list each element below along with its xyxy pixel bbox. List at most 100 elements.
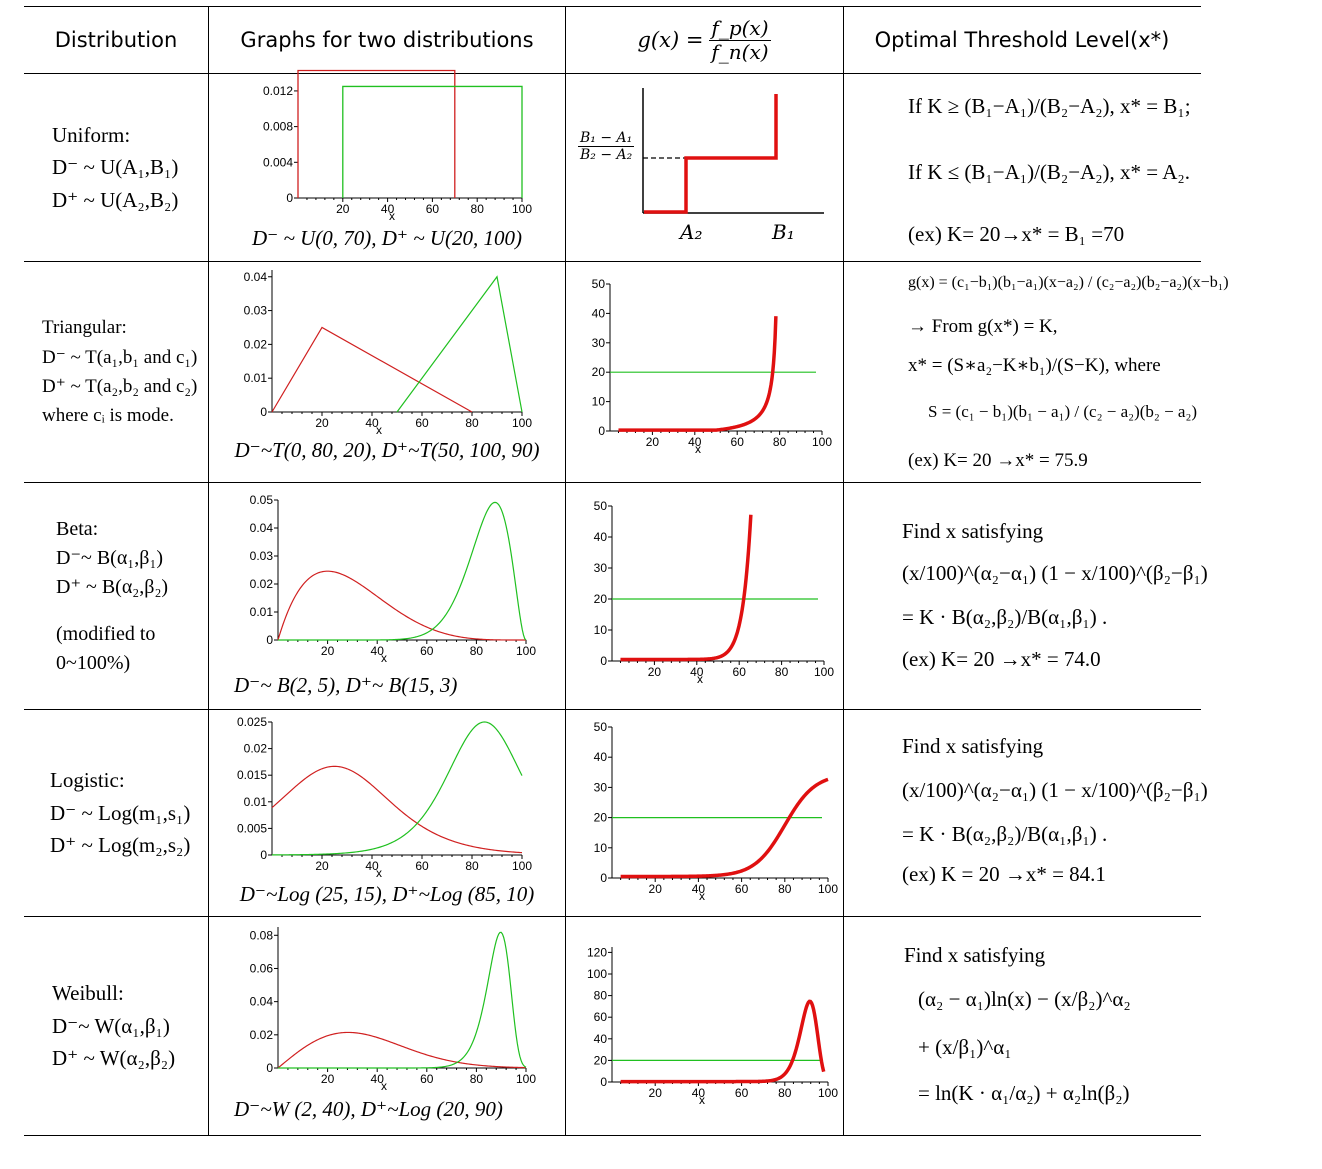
header-graphs-text: Graphs for two distributions — [240, 28, 534, 52]
row4-graph-cell: 20 40 60 80 100 0 0.005 0.01 0.015 0.02 0.025 x D⁻~… — [210, 710, 564, 916]
row5-g-cell: 20 40 60 80 100 0 20 40 60 80 100 120 x — [566, 917, 842, 1135]
y-tick-label: 100 — [587, 967, 607, 981]
x-tick-label: 100 — [818, 1086, 838, 1100]
header-threshold-text: Optimal Threshold Level(x*) — [874, 28, 1170, 52]
dist-positive: D⁺ ~ B(α₂,β₂) — [56, 575, 169, 598]
positive-dist-line — [278, 501, 527, 641]
table-top-border — [24, 6, 1201, 7]
row5-graph-cell: 20 40 60 80 100 0 0.02 0.04 0.06 0.08 x D⁻~W (2, 4… — [210, 917, 564, 1135]
g-ylabel-num: B₁ − A₁ — [578, 130, 635, 148]
y-tick-label: 50 — [592, 277, 606, 291]
positive-dist-line — [396, 275, 523, 413]
row2-threshold: g(x) = (c₁−b₁)(b₁−a₁)(x−a₂) / (c₂−a₂)(b₂… — [846, 262, 1229, 482]
x-tick-label: 60 — [426, 202, 440, 216]
y-tick-label: 0.01 — [244, 795, 268, 809]
row1-g-cell: B₁ − A₁ B₂ − A₂ A₂ B₁ — [566, 74, 842, 261]
positive-dist-line — [342, 85, 523, 198]
y-tick-label: 0.012 — [263, 84, 293, 98]
header-graphs: Graphs for two distributions — [210, 6, 564, 74]
uniform-dist-chart: 20 40 60 80 100 0 0.004 0.008 0.012 x — [263, 69, 532, 223]
row3-distribution: Beta: D⁻~ B(α₁,β₁) D⁺ ~ B(α₂,β₂) (modifi… — [26, 483, 206, 709]
x-tick-label: 60 — [415, 859, 429, 873]
x-tick-label: 80 — [470, 644, 484, 658]
y-tick-label: 80 — [594, 989, 608, 1003]
positive-dist-line — [272, 721, 523, 856]
column-divider — [565, 6, 566, 1136]
row2-distribution: Triangular: D⁻ ~ T(a₁,b₁ and c₁) D⁺ ~ T(… — [26, 262, 206, 482]
row5-distribution: Weibull: D⁻~ W(α₁,β₁) D⁺ ~ W(α₂,β₂) — [26, 917, 206, 1135]
y-tick-label: 20 — [594, 811, 608, 825]
row4-threshold: Find x satisfying (x/100)^(α₂−α₁) (1 − x… — [846, 710, 1208, 916]
x-tick-label: 20 — [646, 435, 660, 449]
threshold-line: x* = (S∗a₂−K∗b₁)/(S−K), where — [908, 355, 1161, 376]
x-tick-label: 20 — [648, 665, 662, 679]
dist-positive: D⁺ ~ W(α₂,β₂) — [52, 1046, 176, 1071]
column-divider — [843, 6, 844, 1136]
header-g-formula: g(x) = f_p(x) f_n(x) — [566, 6, 842, 74]
x-tick-label: 20 — [649, 1086, 663, 1100]
x-axis-label: x — [381, 1079, 387, 1093]
negative-dist-line — [297, 69, 456, 198]
x-tick-label: 60 — [735, 1086, 749, 1100]
uniform-g-chart — [642, 88, 824, 214]
x-tick-label: 80 — [778, 882, 792, 896]
y-tick-label: 0.04 — [244, 270, 268, 284]
x-tick-label: 60 — [420, 644, 434, 658]
triangular-g-chart: 20 40 60 80 100 0 10 20 30 40 50 x — [592, 277, 833, 456]
y-tick-label: 0.02 — [250, 577, 274, 591]
x-tick-label: 20 — [321, 644, 335, 658]
x-tick-label: 80 — [471, 202, 485, 216]
threshold-line: Find x satisfying — [904, 943, 1046, 967]
y-tick-label: 0.03 — [244, 304, 268, 318]
x-axis-label: x — [697, 672, 703, 686]
y-tick-label: 0.03 — [250, 549, 274, 563]
dist-note: where cᵢ is mode. — [42, 405, 174, 427]
x-axis-label: x — [376, 866, 382, 880]
dist-negative: D⁻~ W(α₁,β₁) — [52, 1013, 170, 1038]
y-tick-label: 0.015 — [237, 768, 267, 782]
threshold-line: Find x satisfying — [902, 519, 1044, 543]
threshold-line: S = (c₁ − b₁)(b₁ − a₁) / (c₂ − a₂)(b₂ − … — [928, 402, 1198, 421]
x-tick-label: 100 — [512, 416, 532, 430]
negative-dist-line — [271, 765, 523, 854]
y-tick-label: 0.08 — [250, 928, 274, 942]
negative-dist-line — [277, 1031, 527, 1069]
dist-negative: D⁻ ~ T(a₁,b₁ and c₁) — [42, 346, 198, 368]
g-curve — [620, 999, 826, 1084]
y-tick-label: 0.005 — [237, 821, 267, 835]
dist-negative: D⁻~ B(α₁,β₁) — [56, 546, 164, 569]
y-tick-label: 0 — [260, 848, 267, 862]
dist-name: Weibull: — [52, 981, 124, 1006]
threshold-line: (x/100)^(α₂−α₁) (1 − x/100)^(β₂−β₁) — [902, 778, 1208, 802]
row2-graph-cell: 20 40 60 80 100 0 0.01 0.02 0.03 0.04 x D⁻~T(0, 80… — [210, 262, 564, 482]
x-tick-label: 60 — [415, 416, 429, 430]
y-tick-label: 40 — [594, 530, 608, 544]
header-g-lhs: g(x) = — [637, 28, 704, 52]
x-tick-label: 80 — [775, 665, 789, 679]
y-tick-label: 0.01 — [244, 371, 268, 385]
x-tick-label: 40 — [688, 435, 702, 449]
y-tick-label: 0 — [260, 405, 267, 419]
x-tick-label: 20 — [649, 882, 663, 896]
row3-g-cell: 20 40 60 80 100 0 10 20 30 40 50 x — [566, 483, 842, 709]
x-tick-label: 100 — [516, 644, 536, 658]
row4-distribution: Logistic: D⁻ ~ Log(m₁,s₁) D⁺ ~ Log(m₂,s₂… — [26, 710, 206, 916]
row3-threshold: Find x satisfying (x/100)^(α₂−α₁) (1 − x… — [846, 483, 1208, 709]
graph-caption: D⁻~W (2, 40), D⁺~Log (20, 90) — [234, 1097, 503, 1121]
threshold-line: If K ≤ (B₁−A₁)/(B₂−A₂), x* = A₂. — [908, 160, 1190, 184]
dist-positive: D⁺ ~ T(a₂,b₂ and c₂) — [42, 376, 198, 397]
logistic-dist-chart: 20 40 60 80 100 0 0.005 0.01 0.015 0.02 0.025 x — [237, 715, 532, 880]
x-tick-label: 40 — [381, 202, 395, 216]
dist-note: 0~100%) — [56, 651, 131, 674]
beta-g-chart: 20 40 60 80 100 0 10 20 30 40 50 x — [594, 499, 835, 686]
y-tick-label: 10 — [592, 395, 606, 409]
y-tick-label: 20 — [594, 1053, 608, 1067]
x-tick-label: 20 — [321, 1072, 335, 1086]
x-tick-label: 60 — [731, 435, 745, 449]
x-tick-label: 20 — [315, 859, 329, 873]
y-tick-label: 10 — [594, 841, 608, 855]
x-tick-label: 100 — [818, 882, 838, 896]
positive-dist-line — [278, 931, 527, 1069]
x-tick-label: 80 — [465, 859, 479, 873]
row4-g-cell: 20 40 60 80 100 0 10 20 30 40 50 x — [566, 710, 842, 916]
